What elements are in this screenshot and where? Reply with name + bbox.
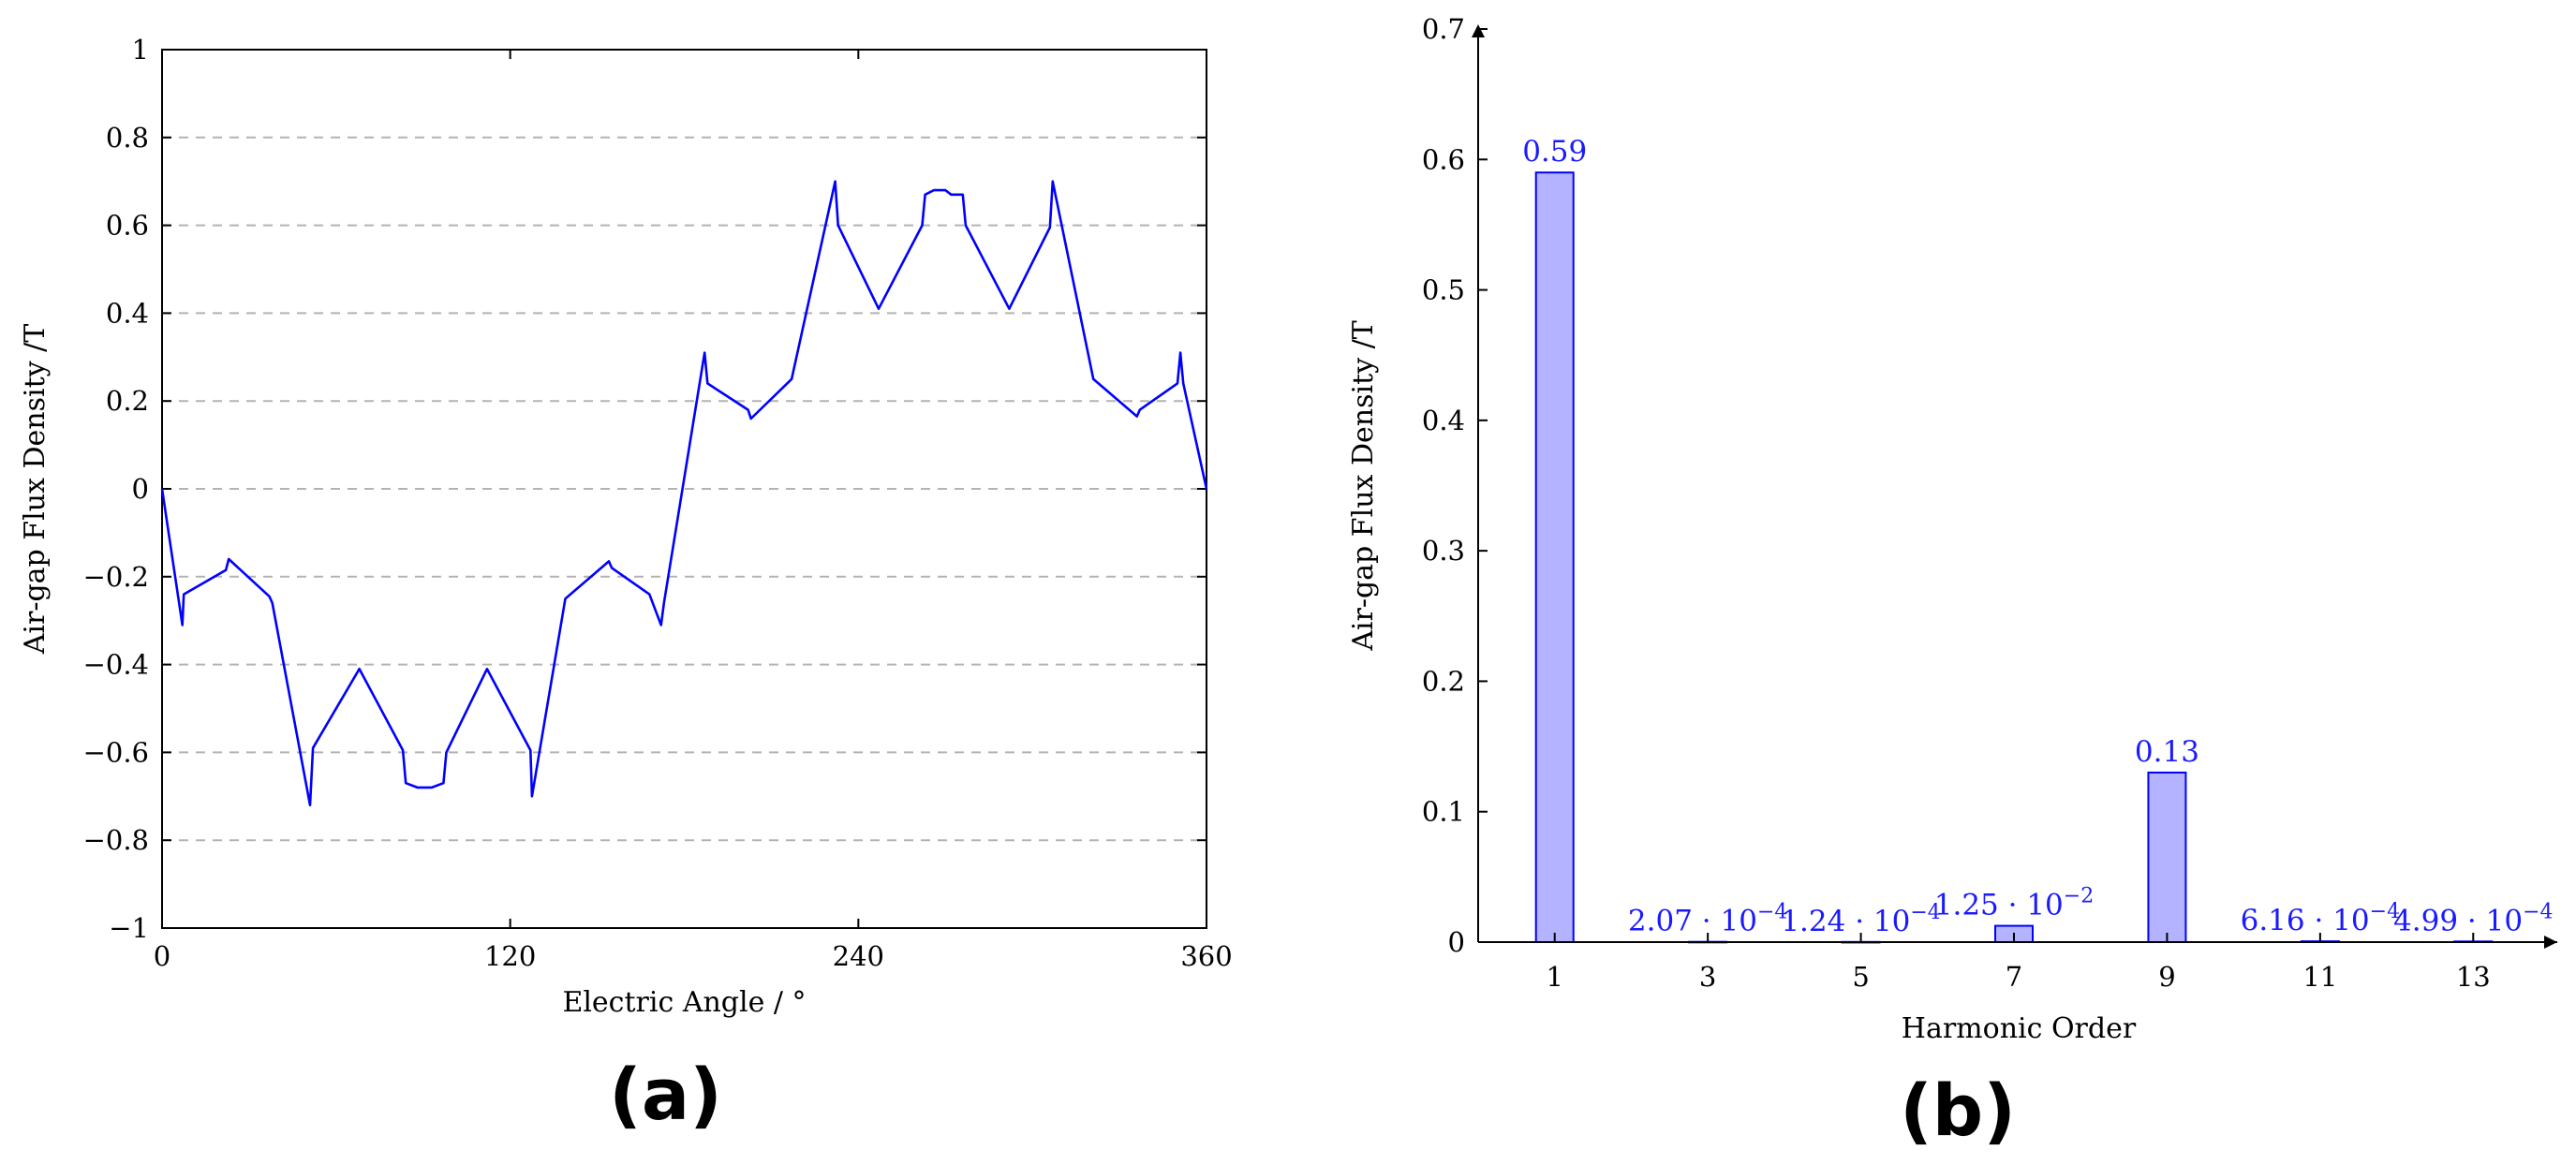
chart-a-x-tick-label: 120 [484,940,536,972]
chart-b-data-label: 4.99 · 10−4 [2393,900,2553,937]
chart-b-y-tick-label: 0.4 [1422,405,1465,436]
chart-b-bar [2147,771,2187,944]
chart-b-data-label: 0.59 [1522,135,1587,169]
chart-a-y-tick-label: 0 [132,473,149,505]
chart-b-y-tick-label: 0.7 [1422,13,1465,45]
chart-a-y-tick-label: 0.8 [106,122,149,154]
chart-a-y-tick-label: 0.6 [106,210,149,242]
chart-b-x-tick-label: 1 [1546,961,1562,993]
chart-a-y-tick-label: −0.8 [83,824,149,856]
chart-a-y-tick-label: 0.4 [106,297,149,329]
chart-b-data-label: 2.07 · 10−4 [1628,901,1787,938]
chart-b-x-tick-label: 5 [1852,961,1869,993]
chart-a-y-tick-label: −0.6 [83,736,149,768]
chart-b-data-label: 6.16 · 10−4 [2241,900,2400,937]
chart-b-y-axis-arrow [1472,24,1485,37]
chart-b-y-axis-label: Air-gap Flux Density /T [1347,320,1380,652]
chart-a-y-tick-label: −0.4 [83,649,149,681]
chart-b-harmonic-spectrum: 00.10.20.30.40.50.60.71 3 5 7 9 11 13 0.592.07… [1347,13,2557,1152]
chart-b-x-tick-label: 13 [2456,961,2491,993]
chart-a-y-axis-label: Air-gap Flux Density /T [19,324,52,656]
chart-b-y-tick-label: 0.2 [1422,665,1465,697]
panel-a-label: (a) [609,1053,722,1136]
chart-a-flux-line [160,180,1208,806]
chart-b-y-tick-label: 0.3 [1422,535,1465,567]
chart-a-y-tick-label: −1 [109,912,149,944]
chart-a-x-tick-label: 0 [154,940,170,972]
chart-b-y-tick-label: 0.1 [1422,796,1465,828]
chart-b-x-tick-label: 3 [1699,961,1716,993]
chart-b-data-labels: 0.59 2.07 · 10−41.24 · 10−41.25 · 10−2 0.1… [1522,135,2553,938]
chart-b-x-tick-label: 11 [2302,961,2337,993]
chart-a-gridlines [162,136,1207,842]
chart-a-y-tick-label: −0.2 [83,561,149,593]
chart-b-ticks: 00.10.20.30.40.50.60.71 3 5 7 9 11 13 [1422,13,2491,993]
chart-b-data-label: 1.24 · 10−4 [1781,901,1940,938]
chart-b-axes [1472,24,2557,949]
chart-b-data-label: 1.25 · 10−2 [1934,885,2094,922]
chart-b-x-tick-label: 9 [2158,961,2175,993]
chart-b-y-tick-label: 0.5 [1422,274,1465,306]
chart-a-ticks: −1 −0.8 −0.6 −0.4 −0.2 0 0.2 0.4 0.6 0.8 1 0 120 240 3… [83,34,1233,972]
chart-b-x-axis-arrow [2544,936,2557,949]
chart-b-y-tick-label: 0 [1448,926,1465,958]
chart-b-y-tick-label: 0.6 [1422,143,1465,175]
chart-b-bar [1534,171,1575,943]
chart-b-data-label: 0.13 [2135,735,2199,769]
chart-a-x-axis-label: Electric Angle / ° [562,986,806,1019]
chart-b-bars [1534,171,2494,944]
chart-b-x-tick-label: 7 [2006,961,2022,993]
chart-a-x-tick-label: 240 [833,940,884,972]
chart-b-x-axis-label: Harmonic Order [1902,1012,2137,1045]
chart-a-y-tick-label: 1 [132,34,149,66]
panel-b-label: (b) [1900,1069,2016,1152]
chart-a-x-tick-label: 360 [1180,940,1232,972]
chart-a-y-tick-label: 0.2 [106,385,149,417]
chart-a-flux-waveform: −1 −0.8 −0.6 −0.4 −0.2 0 0.2 0.4 0.6 0.8 1 0 120 240 3… [19,34,1233,1136]
